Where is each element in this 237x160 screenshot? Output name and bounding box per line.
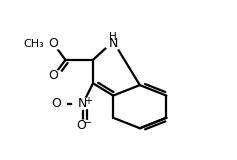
Ellipse shape — [73, 98, 93, 109]
Text: N: N — [109, 37, 118, 50]
Text: N: N — [77, 97, 87, 110]
Text: +: + — [84, 96, 92, 105]
Text: O: O — [49, 69, 59, 82]
Text: CH₃: CH₃ — [24, 39, 45, 49]
Text: O: O — [77, 119, 86, 132]
Text: H: H — [109, 32, 117, 42]
Text: −: − — [84, 118, 92, 128]
Ellipse shape — [43, 38, 64, 49]
Ellipse shape — [20, 38, 48, 49]
Ellipse shape — [71, 120, 95, 131]
Text: O: O — [49, 37, 59, 50]
Text: O: O — [51, 97, 61, 110]
Ellipse shape — [104, 33, 122, 50]
Ellipse shape — [43, 70, 64, 81]
Ellipse shape — [46, 98, 66, 109]
